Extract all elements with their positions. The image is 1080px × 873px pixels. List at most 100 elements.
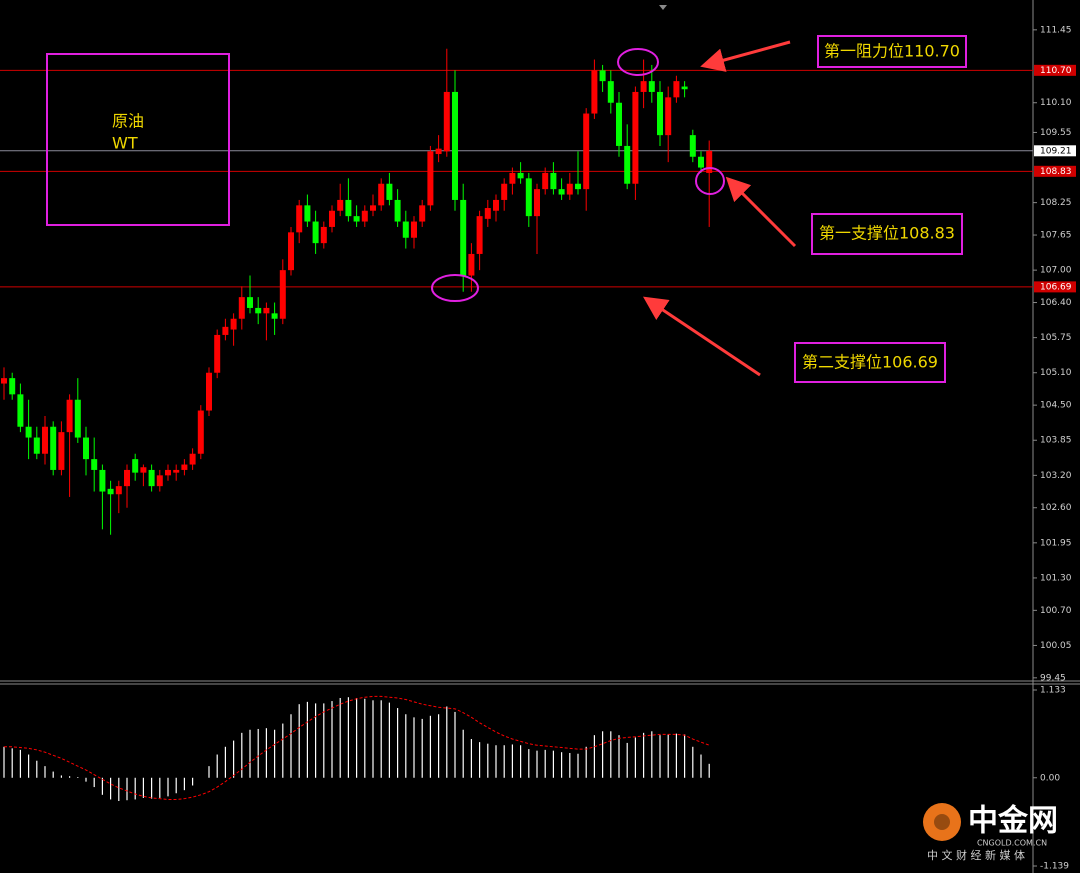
- candle-body: [165, 469, 171, 476]
- candle-body: [353, 216, 360, 222]
- candle-body: [575, 183, 581, 190]
- candle-body: [304, 205, 311, 222]
- candle-body: [394, 199, 401, 222]
- y-tick-label: 105.10: [1040, 368, 1072, 378]
- candle-body: [115, 486, 122, 495]
- price-tag: [1034, 281, 1076, 293]
- candle-body: [33, 437, 40, 454]
- candle-body: [419, 205, 426, 222]
- y-tick-label: 101.95: [1040, 538, 1072, 548]
- y-tick-label: 100.05: [1040, 641, 1072, 651]
- y-tick-label: 109.55: [1040, 128, 1072, 138]
- candle-body: [550, 172, 557, 190]
- logo-icon: [934, 814, 950, 830]
- logo-domain: CNGOLD.COM.CN: [977, 839, 1047, 848]
- candle-body: [329, 210, 335, 227]
- candle-body: [607, 81, 614, 103]
- y-tick-label: -1.139: [1040, 862, 1069, 872]
- candle-body: [214, 334, 221, 373]
- candle-body: [156, 475, 163, 487]
- price-tag: [1034, 165, 1076, 177]
- price-tag-label: 109.21: [1040, 146, 1072, 156]
- candle-body: [255, 307, 262, 314]
- y-tick-label: 99.45: [1040, 673, 1066, 683]
- y-tick-label: 111.45: [1040, 25, 1072, 35]
- candle-body: [452, 91, 458, 200]
- price-tag: [1034, 145, 1076, 157]
- shift-marker: [659, 5, 667, 10]
- price-tag: [1034, 64, 1076, 76]
- y-tick-label: 100.70: [1040, 606, 1072, 616]
- candle-body: [288, 232, 294, 271]
- candle-body: [493, 199, 499, 211]
- candle-body: [640, 81, 647, 92]
- y-tick-label: 107.65: [1040, 231, 1072, 241]
- y-tick-label: 103.20: [1040, 471, 1072, 481]
- instrument-box: [46, 53, 230, 226]
- candle-body: [107, 488, 114, 495]
- y-tick-label: 104.50: [1040, 401, 1072, 411]
- candle-body: [1, 378, 7, 384]
- annotation-box: [794, 342, 946, 383]
- candle-body: [66, 399, 73, 433]
- candle-body: [247, 297, 253, 308]
- annotation: 第二支撑位106.69: [802, 353, 938, 372]
- y-tick-label: 108.25: [1040, 198, 1072, 208]
- candle-body: [378, 183, 385, 206]
- candle-body: [361, 210, 368, 222]
- y-tick-label: 101.30: [1040, 573, 1072, 583]
- candle-body: [148, 469, 155, 487]
- candle-body: [74, 399, 81, 438]
- price-tag-label: 106.69: [1040, 282, 1072, 292]
- candle-body: [189, 453, 196, 465]
- candle-body: [238, 297, 245, 319]
- candle-body: [681, 86, 688, 90]
- annotation-box: [811, 213, 963, 255]
- candle-body: [25, 426, 32, 438]
- candle-body: [657, 91, 663, 136]
- annotation: 第一阻力位110.70: [824, 42, 960, 61]
- candle-body: [370, 205, 376, 211]
- candle-body: [427, 151, 434, 206]
- candle-body: [443, 91, 450, 152]
- candle-body: [345, 199, 352, 217]
- candle-body: [230, 318, 237, 330]
- price-tag-label: 110.70: [1040, 66, 1072, 76]
- candle-body: [558, 189, 565, 195]
- instrument-name: 原油: [112, 112, 144, 131]
- candle-body: [689, 135, 696, 157]
- arrow: [725, 176, 797, 248]
- y-tick-label: 106.40: [1040, 298, 1072, 308]
- candle-body: [591, 70, 598, 114]
- candle-body: [279, 270, 286, 319]
- candle-body: [484, 208, 491, 219]
- candle-body: [542, 172, 549, 190]
- candle-body: [42, 426, 48, 454]
- candle-body: [50, 426, 57, 470]
- candle-body: [99, 469, 106, 492]
- candle-body: [320, 226, 327, 244]
- candle-body: [509, 172, 516, 184]
- candle-body: [468, 253, 475, 276]
- candle-body: [263, 307, 270, 314]
- y-tick-label: 105.75: [1040, 333, 1072, 343]
- candle-body: [706, 150, 713, 173]
- candle-body: [402, 221, 409, 238]
- candle-body: [476, 216, 483, 254]
- logo-slogan: 中 文 财 经 新 媒 体: [927, 848, 1025, 862]
- candle-body: [386, 183, 393, 200]
- candle-body: [58, 432, 65, 470]
- candle-body: [501, 183, 508, 200]
- annotation-box: [817, 35, 967, 68]
- y-tick-label: 1.133: [1040, 686, 1066, 696]
- y-tick-label: 110.10: [1040, 98, 1072, 108]
- candle-body: [197, 410, 204, 454]
- price-tag-label: 108.83: [1040, 167, 1072, 177]
- logo-icon: [923, 803, 961, 841]
- annotations: 原油 WT 第一阻力位110.70 第一支撑位108.83 第二支撑位106.6…: [46, 35, 967, 383]
- candle-body: [525, 178, 532, 217]
- candle-body: [624, 145, 631, 184]
- candle-body: [698, 156, 704, 168]
- candle-body: [665, 97, 672, 136]
